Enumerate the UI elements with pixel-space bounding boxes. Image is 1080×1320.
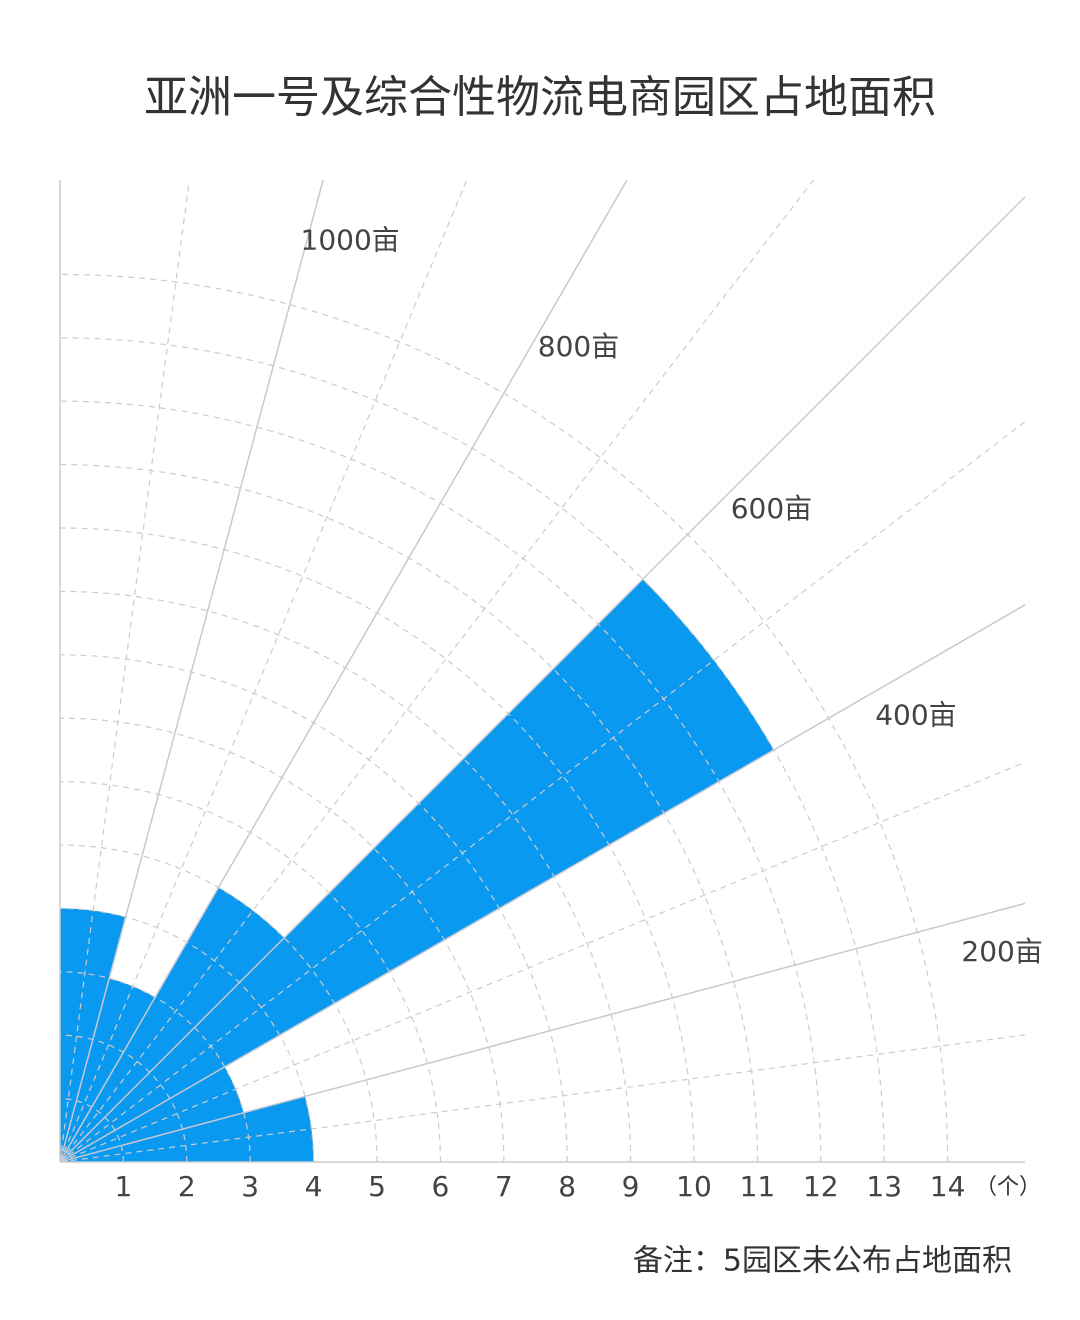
- minor-spoke: [60, 180, 190, 1162]
- grid-arc: [60, 971, 251, 1162]
- r-tick-label: 12: [803, 1170, 839, 1203]
- r-tick-label: 6: [431, 1170, 449, 1203]
- theta-tick-label: 800亩: [538, 330, 619, 363]
- theta-tick-label: 1000亩: [301, 224, 400, 257]
- r-tick-label: 4: [305, 1170, 323, 1203]
- bars: [60, 579, 774, 1162]
- minor-spoke: [60, 1034, 1025, 1162]
- r-tick-label: 11: [740, 1170, 776, 1203]
- sector: [60, 887, 285, 1162]
- note: 备注：5园区未公布占地面积: [633, 1244, 1012, 1279]
- r-tick-label: 13: [866, 1170, 902, 1203]
- minor-spoke: [60, 180, 815, 1162]
- theta-tick-label: 200亩: [961, 935, 1042, 968]
- r-tick-label: 9: [622, 1170, 640, 1203]
- spoke: [60, 902, 1025, 1162]
- grid-arc: [60, 717, 505, 1162]
- spoke: [60, 180, 324, 1162]
- spoke: [60, 195, 1025, 1162]
- sector: [60, 978, 156, 1162]
- grid: [60, 180, 1025, 1162]
- theta-tick-label: 600亩: [731, 492, 812, 525]
- minor-spoke: [60, 761, 1025, 1162]
- sector: [60, 1066, 244, 1162]
- r-tick-label: 10: [676, 1170, 712, 1203]
- r-tick-label: 2: [178, 1170, 196, 1203]
- grid-arc: [60, 337, 885, 1162]
- r-tick-label: 3: [241, 1170, 259, 1203]
- radial-unit: （个）: [975, 1175, 1041, 1200]
- sector: [60, 579, 774, 1162]
- chart-title: 亚洲一号及综合性物流电商园区占地面积: [144, 72, 936, 123]
- minor-spoke: [60, 420, 1025, 1162]
- spoke: [60, 180, 628, 1162]
- r-tick-label: 14: [930, 1170, 966, 1203]
- r-tick-label: 7: [495, 1170, 513, 1203]
- r-tick-label: 5: [368, 1170, 386, 1203]
- minor-spoke: [60, 180, 468, 1162]
- grid-arc: [60, 590, 632, 1162]
- spoke: [60, 603, 1025, 1162]
- grid-arc: [60, 464, 758, 1162]
- r-tick-label: 1: [114, 1170, 132, 1203]
- theta-tick-label: 400亩: [875, 698, 956, 731]
- r-tick-label: 8: [558, 1170, 576, 1203]
